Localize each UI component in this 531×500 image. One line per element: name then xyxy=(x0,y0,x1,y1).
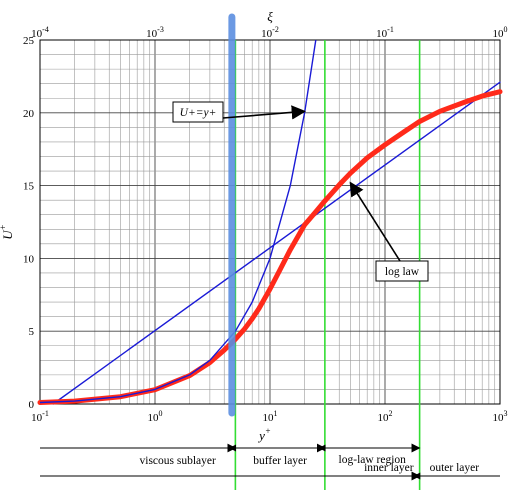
axis-ticks: 10-1 100 101 102 103 10-4 10-3 10-2 10-1 100 0 5 10 1… xyxy=(23,25,508,424)
series xyxy=(37,13,503,490)
log-law-label-arrow xyxy=(349,181,401,262)
annotations: U+=y+ log law xyxy=(172,101,429,282)
region-label: outer layer xyxy=(430,462,480,474)
x-tick-label: 100 xyxy=(148,409,163,424)
log-law-label-box xyxy=(375,260,429,282)
region-label: log-law region xyxy=(339,454,407,466)
linear-law-label-text: U+=y+ xyxy=(180,107,217,119)
y-axis-title-group: U+ xyxy=(0,224,15,239)
linear-law-label-arrow xyxy=(222,105,307,120)
plot-frame xyxy=(39,39,501,405)
y-tick-label: 15 xyxy=(23,181,35,193)
regions: viscous sublayer buffer layer log-law regi… xyxy=(40,443,500,481)
grid xyxy=(39,39,500,405)
series-line-log-law xyxy=(52,81,501,405)
top-x-tick-label: 100 xyxy=(493,25,508,40)
top-x-tick-label: 10-4 xyxy=(31,25,49,40)
y-tick-label: 10 xyxy=(23,253,35,265)
x-tick-label: 101 xyxy=(263,409,278,424)
linear-law-label-box xyxy=(172,101,224,123)
y-tick-label: 0 xyxy=(29,399,35,411)
series-line-linear-law xyxy=(39,39,317,404)
y-tick-label: 20 xyxy=(23,108,35,120)
region-label: inner layer xyxy=(364,462,414,474)
y-axis-title: U+ xyxy=(0,224,15,239)
series-line-profile xyxy=(37,89,503,405)
y-tick-label: 5 xyxy=(29,326,35,338)
x-tick-label: 103 xyxy=(493,409,508,424)
region-label: buffer layer xyxy=(253,455,307,467)
top-x-tick-label: 10-1 xyxy=(376,25,394,40)
log-law-label-text: log law xyxy=(385,266,420,278)
plot-border xyxy=(39,39,501,405)
x-tick-label: 102 xyxy=(378,409,393,424)
x-axis-title: y+ xyxy=(257,426,271,443)
y-tick-label: 25 xyxy=(23,35,35,47)
top-x-axis-title: ξ xyxy=(267,9,273,24)
region-label: viscous sublayer xyxy=(140,455,217,467)
axis-titles: y+ ξ U+ xyxy=(0,9,273,443)
top-x-tick-label: 10-3 xyxy=(146,25,164,40)
top-x-tick-label: 10-2 xyxy=(261,25,279,40)
x-tick-label: 10-1 xyxy=(31,409,49,424)
